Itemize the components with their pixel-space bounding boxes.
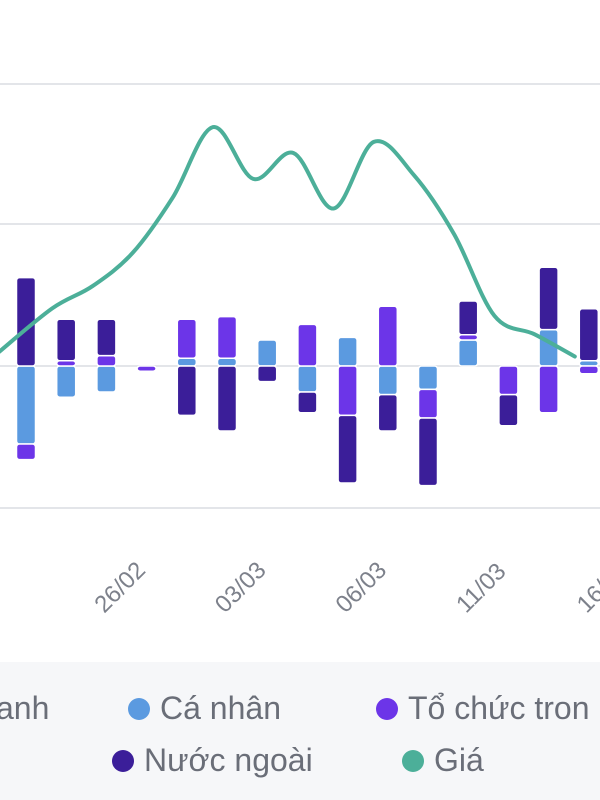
grid-layer [0, 83, 600, 509]
legend-dot-nuoc-ngoai [112, 749, 134, 772]
bars-layer [15, 266, 600, 487]
bar-segment [136, 365, 157, 372]
bar-segment [578, 308, 600, 362]
bar-segment [55, 318, 77, 362]
x-tick-label: 03/03 [210, 557, 272, 619]
x-tick-label: 11/03 [451, 558, 511, 618]
price-line [0, 125, 577, 359]
bar-segment [176, 365, 198, 417]
bar-segment [337, 336, 358, 367]
bar-segment [417, 365, 439, 391]
legend-item-ca-nhan[interactable]: Cá nhân [128, 690, 281, 727]
bar-segment [297, 391, 318, 414]
legend-item-truncated[interactable]: anh [0, 690, 49, 727]
legend-dot-ca-nhan [128, 697, 150, 720]
bar-segment [578, 365, 600, 375]
legend-label: anh [0, 690, 50, 726]
bar-segment [578, 360, 600, 367]
x-tick-label: 26/02 [89, 557, 151, 619]
legend-dot-to-chuc [376, 697, 398, 720]
bar-segment [538, 365, 559, 414]
bar-segment [176, 357, 198, 367]
legend-label: Giá [434, 742, 484, 778]
bar-segment [256, 365, 278, 383]
bar-segment [96, 365, 117, 393]
legend-label: Tổ chức tron [408, 690, 590, 726]
legend-item-gia[interactable]: Giá [402, 742, 484, 779]
bar-segment [15, 365, 37, 445]
bar-segment [457, 300, 479, 336]
legend-item-nuoc-ngoai[interactable]: Nước ngoài [112, 742, 313, 779]
bar-segment [498, 393, 519, 427]
bar-segment [417, 388, 439, 419]
legend-label: Cá nhân [160, 690, 281, 726]
bar-segment [96, 354, 117, 367]
bar-segment [55, 365, 77, 398]
bar-segment [538, 266, 559, 331]
bar-segment [457, 334, 479, 341]
bar-segment [457, 339, 479, 367]
chart-svg: 26/02 03/03 06/03 11/03 16/03 [0, 83, 600, 619]
x-tick-label: 16/03 [572, 557, 600, 619]
bar-segment [55, 360, 77, 367]
bar-segment [377, 305, 399, 367]
bar-segment [216, 357, 238, 367]
legend-dot-gia [402, 749, 424, 772]
legend-item-to-chuc[interactable]: Tổ chức tron [376, 690, 589, 727]
bar-segment [538, 328, 559, 367]
bar-segment [96, 318, 117, 357]
bar-segment [15, 443, 37, 461]
x-tick-label: 06/03 [331, 557, 393, 619]
bar-segment [377, 393, 399, 432]
bar-segment [337, 365, 358, 417]
bar-segment [216, 315, 238, 359]
bar-segment [297, 323, 318, 367]
bar-segment [377, 365, 399, 396]
bar-segment [337, 414, 358, 484]
bar-segment [498, 365, 519, 396]
legend: anh Cá nhân Tổ chức tron Nước ngoài Giá [0, 662, 600, 800]
bar-segment [216, 365, 238, 432]
bar-segment [176, 318, 198, 359]
bar-segment [297, 365, 318, 393]
x-tick-layer: 26/02 03/03 06/03 11/03 16/03 [89, 557, 600, 619]
bar-segment [417, 417, 439, 487]
price-line-layer [0, 125, 577, 359]
bar-segment [256, 339, 278, 367]
chart-area: 26/02 03/03 06/03 11/03 16/03 [0, 83, 600, 619]
legend-label: Nước ngoài [144, 742, 313, 778]
